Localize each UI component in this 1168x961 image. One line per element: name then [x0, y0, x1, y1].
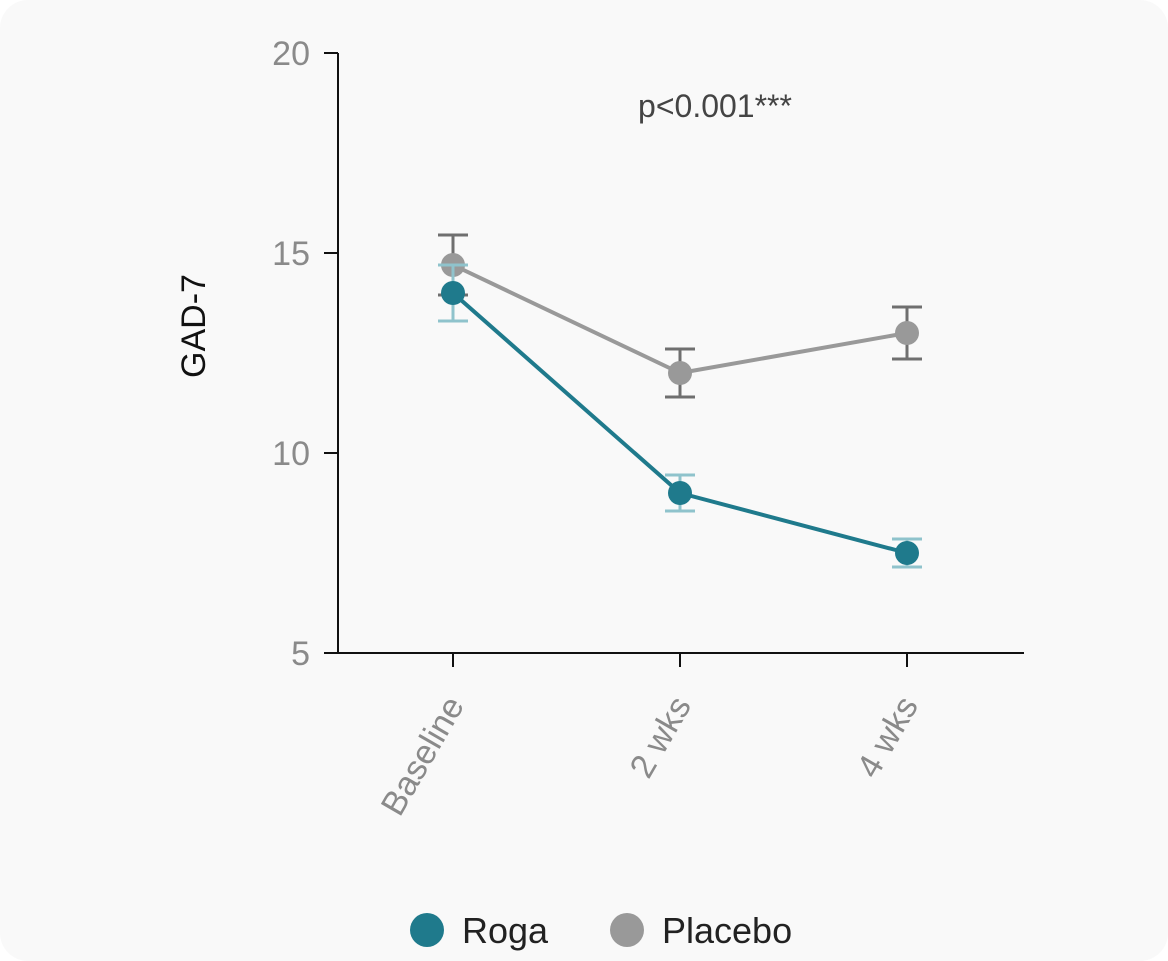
- legend-label: Placebo: [662, 910, 792, 951]
- series-roga: [438, 263, 922, 569]
- x-tick-label: Baseline: [374, 690, 472, 822]
- x-tick-label: 2 wks: [623, 690, 699, 784]
- y-tick-label: 15: [272, 235, 310, 273]
- y-tick-label: 10: [272, 435, 310, 473]
- y-axis-label: GAD-7: [175, 274, 213, 378]
- data-point: [895, 541, 919, 565]
- axes: 5 10 15 20 Baseline 2 wks 4 wks: [272, 35, 1024, 822]
- series-line: [451, 291, 908, 555]
- data-point: [668, 481, 692, 505]
- legend-item-placebo: Placebo: [610, 910, 792, 951]
- legend-marker: [610, 913, 644, 947]
- x-tick-label: 4 wks: [850, 690, 926, 784]
- legend-label: Roga: [462, 910, 549, 951]
- legend-marker: [410, 913, 444, 947]
- significance-annotation: p<0.001***: [638, 88, 792, 124]
- data-point: [441, 281, 465, 305]
- data-point: [668, 361, 692, 385]
- series-layer: [438, 233, 922, 569]
- data-point: [895, 321, 919, 345]
- legend-item-roga: Roga: [410, 910, 549, 951]
- y-tick-label: 20: [272, 35, 310, 73]
- y-tick-label: 5: [291, 635, 310, 673]
- series-placebo: [438, 233, 922, 399]
- legend: Roga Placebo: [410, 910, 792, 951]
